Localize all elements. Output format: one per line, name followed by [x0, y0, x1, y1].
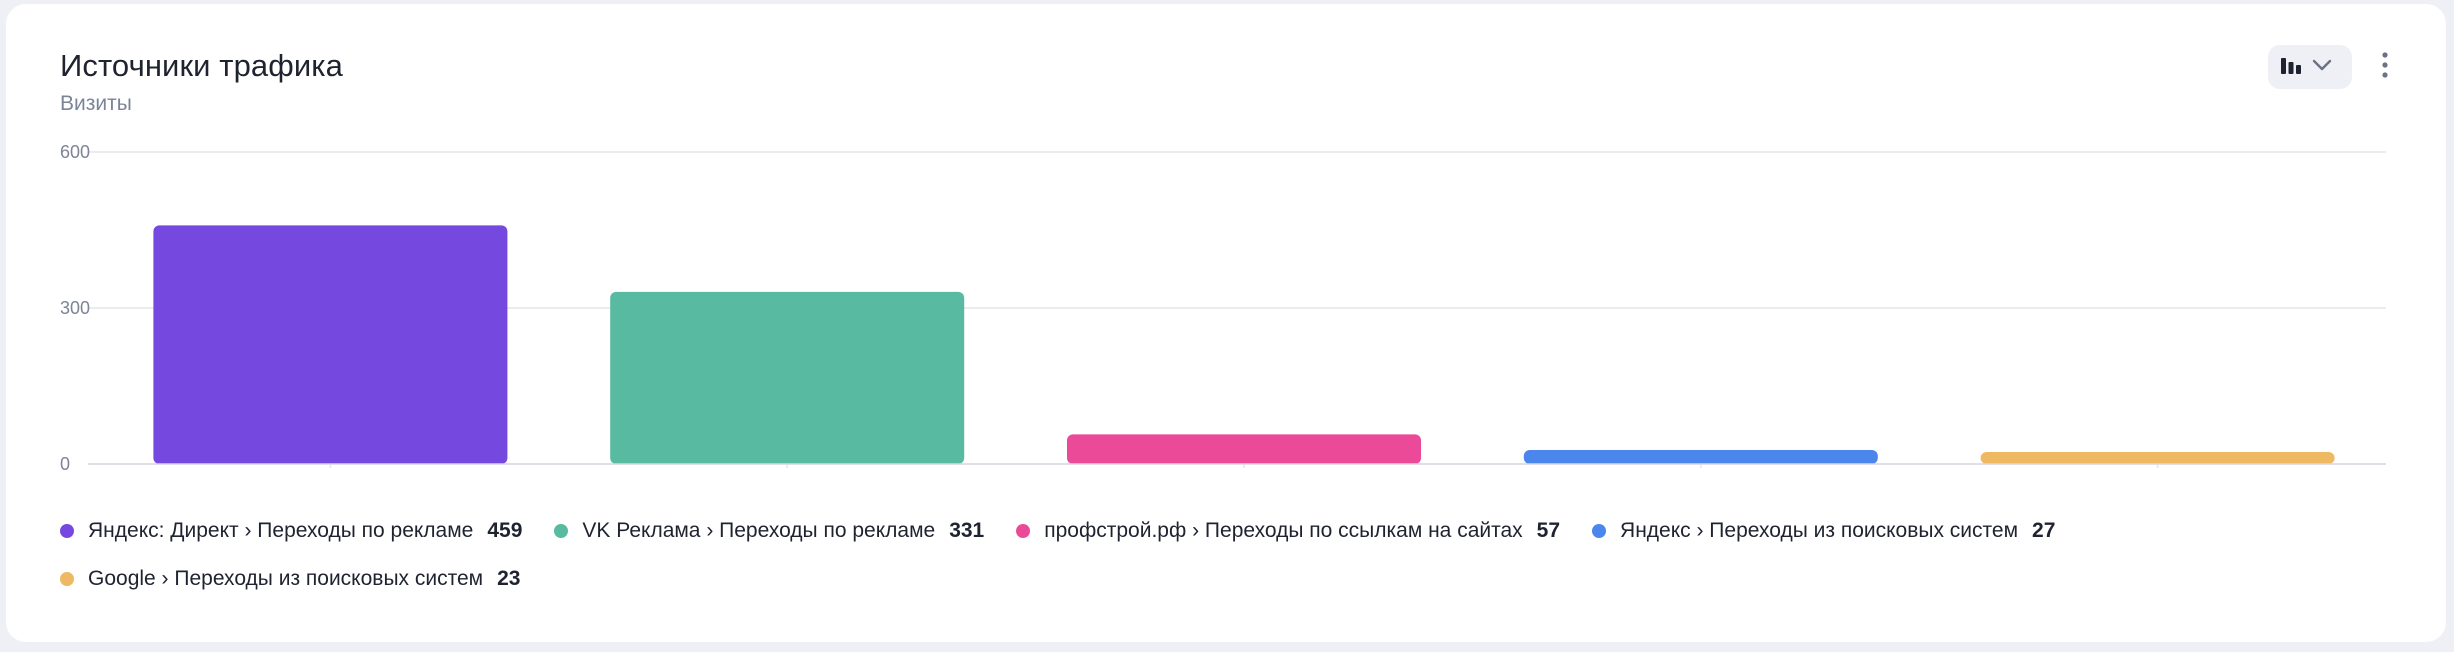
legend-dot [1592, 524, 1607, 538]
legend-value: 57 [1536, 519, 1561, 542]
legend-value: 331 [949, 519, 985, 542]
bar-2[interactable] [1066, 434, 1422, 464]
legend-dot [60, 524, 74, 538]
chart-type-dropdown-button[interactable] [2268, 45, 2352, 89]
kebab-menu-icon [2381, 51, 2389, 83]
bar-3[interactable] [1523, 449, 1878, 464]
bar-1[interactable] [610, 291, 965, 464]
bar-0[interactable] [153, 225, 508, 464]
legend-dot [1016, 524, 1031, 538]
legend-value: 23 [497, 567, 521, 590]
legend-label: Google › Переходы из поисковых систем [88, 567, 484, 590]
legend-value: 27 [2032, 519, 2056, 542]
kebab-menu-button[interactable] [2368, 45, 2402, 89]
chart-legend: Яндекс: Директ › Переходы по рекламе 459 V… [60, 516, 2420, 594]
legend-item-3[interactable]: Яндекс › Переходы из поисковых систем 27 [1592, 516, 2055, 546]
traffic-sources-card: Источники трафика Визиты 0 300 600 Яндекс:… [6, 4, 2446, 642]
bar-chart: 0 300 600 [60, 142, 2386, 474]
chevron-down-icon [2312, 58, 2332, 76]
legend-label: Яндекс: Директ › Переходы по рекламе [88, 519, 474, 542]
legend-label: VK Реклама › Переходы по рекламе [582, 519, 936, 542]
legend-item-1[interactable]: VK Реклама › Переходы по рекламе 331 [554, 516, 984, 546]
card-subtitle: Визиты [60, 92, 132, 115]
y-tick-label: 0 [60, 454, 70, 474]
legend-label: профстрой.рф › Переходы по ссылкам на са… [1044, 519, 1523, 542]
bar-4[interactable] [1980, 452, 2335, 464]
legend-item-0[interactable]: Яндекс: Директ › Переходы по рекламе 459 [60, 516, 522, 546]
legend-dot [554, 524, 569, 538]
legend-label: Яндекс › Переходы из поисковых систем [1620, 519, 2019, 542]
card-title: Источники трафика [60, 48, 343, 83]
y-tick-label: 300 [60, 298, 90, 318]
legend-dot [60, 572, 74, 586]
legend-value: 459 [487, 519, 523, 542]
legend-item-2[interactable]: профстрой.рф › Переходы по ссылкам на са… [1016, 516, 1560, 546]
bar-chart-icon [2280, 55, 2302, 80]
legend-item-4[interactable]: Google › Переходы из поисковых систем 23 [60, 564, 520, 594]
y-tick-label: 600 [60, 142, 90, 162]
